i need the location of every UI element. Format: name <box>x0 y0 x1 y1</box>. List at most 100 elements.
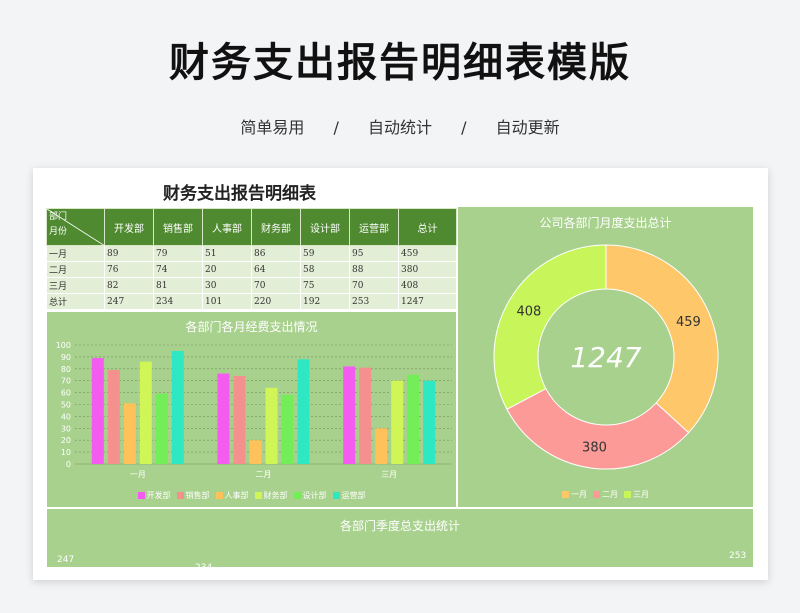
table-cell: 20 <box>202 261 252 278</box>
table-cell: 51 <box>202 245 252 262</box>
column-header: 开发部 <box>104 208 154 246</box>
subtitle-auto-update: 自动更新 <box>495 118 560 137</box>
donut-chart-canvas: 459 380 408 1247 <box>493 244 719 470</box>
table-cell: 101 <box>202 293 252 310</box>
y-tick-label: 60 <box>61 389 71 398</box>
column-header: 人事部 <box>202 208 252 246</box>
bar <box>375 428 388 464</box>
legend-swatch <box>293 492 301 499</box>
bar <box>265 387 278 464</box>
bar-chart-canvas: 0 10 20 30 40 50 60 70 80 90 100 一月 二月 三月 <box>56 341 452 479</box>
legend-label: 财务部 <box>263 491 288 500</box>
table-row: 一月 89 79 51 86 59 95 459 <box>46 245 457 262</box>
y-tick-label: 10 <box>61 448 71 457</box>
legend-swatch <box>137 492 145 499</box>
y-tick-label: 100 <box>56 341 71 350</box>
table-cell: 408 <box>398 277 457 294</box>
monthly-total-donut-chart: 公司各部门月度支出总计 459 380 408 1247 一月 二月 三月 <box>457 206 754 508</box>
legend-item: 销售部 <box>176 490 210 501</box>
bar <box>155 393 168 464</box>
y-tick-label: 90 <box>61 353 71 362</box>
y-tick-label: 0 <box>66 460 71 469</box>
column-header: 销售部 <box>153 208 203 246</box>
x-tick-label: 一月 <box>130 470 146 479</box>
legend-label: 运营部 <box>341 491 366 500</box>
table-cell: 70 <box>349 277 399 294</box>
bar <box>139 361 152 464</box>
y-tick-label: 50 <box>61 401 71 410</box>
y-tick-label: 20 <box>61 436 71 445</box>
bar <box>281 394 294 464</box>
data-label: 234 <box>195 563 213 573</box>
bar <box>359 367 372 464</box>
table-cell: 81 <box>153 277 203 294</box>
legend-item: 运营部 <box>332 490 366 501</box>
x-tick-label: 三月 <box>381 470 397 479</box>
donut-slice <box>605 244 719 434</box>
bar <box>249 440 262 464</box>
bar <box>297 359 310 464</box>
corner-dept-label: 部门 <box>49 212 68 222</box>
table-cell: 1247 <box>398 293 457 310</box>
y-tick-label: 30 <box>61 424 71 433</box>
subtitle: 简单易用 / 自动统计 / 自动更新 <box>0 114 800 138</box>
bar-chart-legend: 开发部 销售部 人事部 财务部 设计部 运营部 <box>47 490 456 501</box>
table-cell: 82 <box>104 277 154 294</box>
table-cell: 70 <box>251 277 301 294</box>
chart-title: 各部门各月经费支出情况 <box>185 320 318 334</box>
donut-slice <box>493 244 607 410</box>
subtitle-auto-stats: 自动统计 <box>367 118 432 137</box>
legend-swatch <box>332 492 340 499</box>
bar <box>391 380 404 464</box>
page-title: 财务支出报告明细表模版 <box>169 40 631 86</box>
legend-swatch <box>593 491 600 498</box>
table-cell: 74 <box>153 261 203 278</box>
table-cell: 234 <box>153 293 203 310</box>
table-cell: 75 <box>300 277 350 294</box>
table-row: 三月 82 81 30 70 75 70 408 <box>46 277 457 294</box>
quarterly-total-chart: 各部门季度总支出统计 247 234 253 <box>46 508 754 573</box>
legend-label: 人事部 <box>224 491 249 500</box>
y-tick-label: 70 <box>61 377 71 386</box>
legend-item: 一月 <box>562 489 587 500</box>
y-tick-label: 80 <box>61 365 71 374</box>
table-row: 总计 247 234 101 220 192 253 1247 <box>46 293 457 310</box>
table-cell: 59 <box>300 245 350 262</box>
bar <box>171 350 184 464</box>
legend-swatch <box>624 491 631 498</box>
subtitle-separator: / <box>333 118 339 137</box>
donut-slice <box>506 388 690 470</box>
table-cell: 79 <box>153 245 203 262</box>
table-cell: 380 <box>398 261 457 278</box>
chart-title: 公司各部门月度支出总计 <box>539 216 672 230</box>
corner-month-label: 月份 <box>49 227 68 237</box>
legend-item: 财务部 <box>254 490 288 501</box>
legend-item: 人事部 <box>215 490 249 501</box>
subtitle-separator: / <box>461 118 467 137</box>
row-label: 总计 <box>46 293 105 310</box>
data-label: 247 <box>57 555 75 565</box>
table-cell: 220 <box>251 293 301 310</box>
legend-item: 二月 <box>593 489 618 500</box>
legend-swatch <box>176 492 184 499</box>
donut-center-total: 1247 <box>570 341 641 374</box>
table-cell: 58 <box>300 261 350 278</box>
legend-swatch <box>562 491 569 498</box>
subtitle-easy: 简单易用 <box>240 118 305 137</box>
column-header: 运营部 <box>349 208 399 246</box>
donut-chart-legend: 一月 二月 三月 <box>458 489 753 500</box>
column-header: 财务部 <box>251 208 301 246</box>
diagonal-line <box>47 209 105 246</box>
slice-label: 459 <box>676 315 701 330</box>
table-cell: 247 <box>104 293 154 310</box>
table-cell: 30 <box>202 277 252 294</box>
legend-item: 设计部 <box>293 490 327 501</box>
table-cell: 64 <box>251 261 301 278</box>
bar <box>107 369 120 464</box>
table-cell: 192 <box>300 293 350 310</box>
bar <box>217 373 230 464</box>
row-label: 一月 <box>46 245 105 262</box>
table-cell: 89 <box>104 245 154 262</box>
x-tick-label: 二月 <box>256 470 272 479</box>
table-corner-header: 部门 月份 <box>46 208 105 246</box>
